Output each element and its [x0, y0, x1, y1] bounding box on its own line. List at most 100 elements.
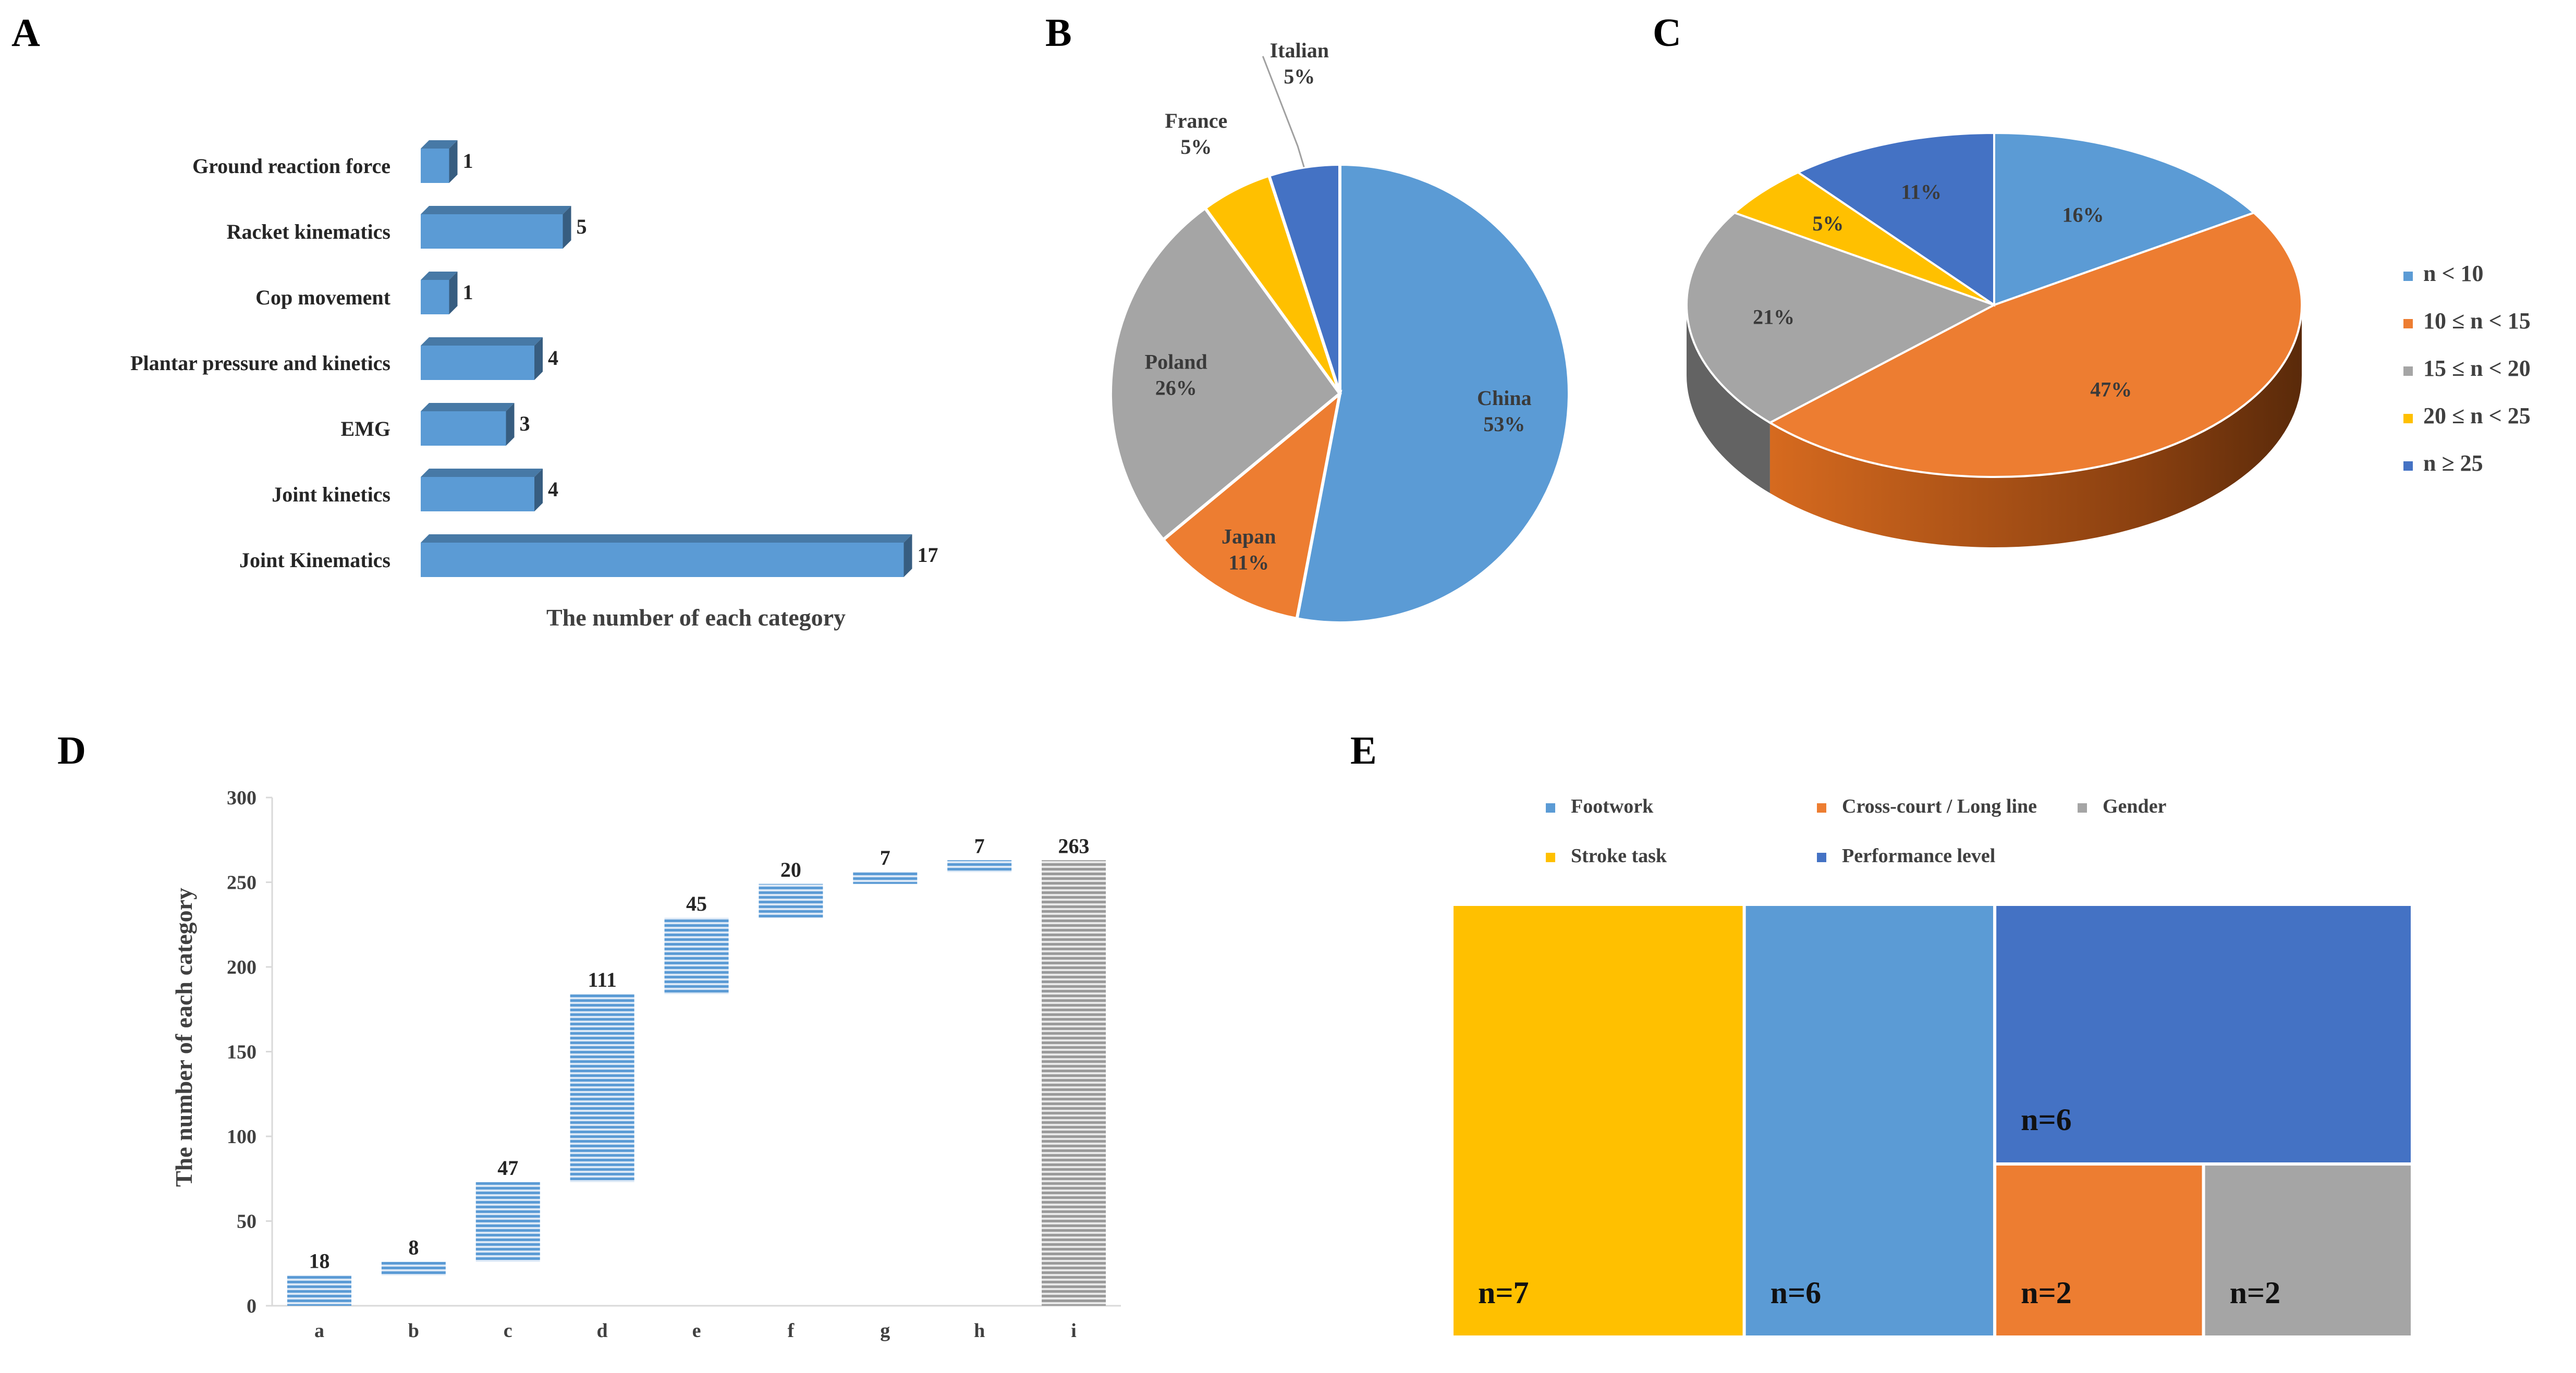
panel-a-bar-top-5 [421, 469, 543, 477]
panel-letter-b: B [1045, 11, 1072, 55]
panel-b-slice-label: Japan [1222, 524, 1276, 548]
panel-d-x-tick-label: e [692, 1320, 701, 1342]
panel-c-legend-swatch [2403, 272, 2413, 281]
panel-e-treemap: n=7 n=6 n=6 n=2 n=2 [1450, 903, 2414, 1339]
panel-a-bar-5 [421, 477, 534, 511]
panel-e-legend-label: Performance level [1842, 845, 1995, 867]
panel-a-category-label: Joint kinetics [272, 483, 390, 506]
panel-a-bar-2 [421, 280, 449, 314]
panel-d-bar-a [287, 1275, 351, 1306]
panel-e-cell-label: n=2 [2021, 1276, 2072, 1310]
panel-d-y-tick-label: 0 [247, 1295, 257, 1317]
panel-c-legend-label: 15 ≤ n < 20 [2423, 355, 2531, 381]
panel-c-legend-label: 20 ≤ n < 25 [2423, 403, 2531, 428]
panel-d-bar-d [570, 994, 634, 1182]
panel-b-slice-label: China [1477, 386, 1532, 410]
panel-e-cell-2 [1993, 903, 2414, 1166]
panel-e-legend-swatch [1546, 803, 1555, 813]
panel-c-3d-pie-chart: 16% 47% 21% 5% 11% [1686, 131, 2303, 547]
panel-e-legend-label: Gender [2103, 795, 2167, 817]
panel-a-bar-top-0 [421, 140, 458, 149]
panel-a-value-label: 3 [520, 412, 530, 435]
panel-d-value-label: 20 [780, 858, 801, 881]
panel-d-value-label: 263 [1058, 834, 1090, 857]
panel-b-slice-label: Poland [1145, 350, 1207, 373]
panel-c-legend-swatch [2403, 366, 2413, 376]
panel-c-legend-label: n < 10 [2423, 261, 2484, 286]
panel-a-bar-side-1 [563, 206, 571, 249]
panel-a-bar-0 [421, 149, 449, 183]
panel-a-category-label: EMG [340, 417, 390, 440]
panel-c-slice-4 [1796, 131, 1995, 307]
panel-d-x-tick-label: d [597, 1320, 608, 1342]
panel-d-value-label: 8 [408, 1236, 419, 1259]
panel-d-x-tick-label: f [788, 1320, 795, 1342]
panel-a-bar-4 [421, 411, 506, 446]
panel-d-y-tick-label: 50 [237, 1211, 257, 1233]
panel-a-category-label: Joint Kinematics [239, 548, 390, 572]
panel-a-bar-side-5 [534, 469, 543, 511]
panel-a-bar-side-6 [904, 534, 912, 577]
panel-b-slice-label: Italian [1270, 39, 1329, 62]
panel-b-leader-line [1262, 56, 1305, 167]
panel-a-category-label: Ground reaction force [192, 154, 390, 178]
panel-c-slice-pct: 47% [2090, 378, 2132, 401]
panel-d-bar-e [664, 917, 729, 994]
panel-e-cell-3 [1993, 1162, 2205, 1339]
panel-b-slice-pct: 11% [1228, 550, 1269, 574]
panel-e-legend-label: Stroke task [1571, 845, 1667, 867]
panel-d-y-tick-label: 100 [227, 1126, 257, 1148]
panel-e-cell-label: n=6 [1771, 1276, 1822, 1310]
panel-e-cell-0 [1450, 903, 1746, 1339]
panel-a-value-label: 4 [548, 477, 558, 501]
panel-c-slice-2 [1686, 211, 1997, 424]
panel-c-legend-label: n ≥ 25 [2423, 450, 2483, 476]
panel-a-bar-side-0 [449, 140, 458, 183]
panel-e-cell-label: n=6 [2021, 1102, 2072, 1137]
panel-d-waterfall-chart: 0 50 100 150 200 250 300 18 a 8 b 47 c 111 d 45 e 20 f 7 g 7 h… [227, 787, 1121, 1342]
panel-d-x-tick-label: b [408, 1320, 419, 1342]
panel-b-slice-pct: 5% [1180, 135, 1212, 158]
panel-d-x-tick-label: i [1071, 1320, 1077, 1342]
panel-c-legend-label: 10 ≤ n < 15 [2423, 308, 2531, 334]
panel-c-slice-3 [1732, 171, 1995, 306]
panel-a-category-label: Plantar pressure and kinetics [130, 351, 390, 375]
panel-e-legend-swatch [1817, 803, 1826, 813]
panel-c-slice-pct: 5% [1812, 212, 1844, 235]
panel-c-slice-side-1 [1769, 305, 2302, 547]
panel-a-value-label: 1 [463, 280, 473, 304]
panel-letter-d: D [57, 729, 86, 773]
panel-a-bar-top-4 [421, 403, 515, 411]
panel-b-slice-japan [1161, 389, 1342, 621]
panel-a-bar-chart: Ground reaction force 1 Racket kinematics 5… [130, 140, 938, 577]
panel-e-legend-swatch [1546, 853, 1555, 862]
panel-d-bar-g [853, 872, 918, 884]
panel-d-value-label: 45 [686, 892, 707, 915]
panel-a-bar-side-2 [449, 272, 458, 314]
panel-c-slice-pct: 16% [2062, 203, 2104, 226]
panel-d-value-label: 47 [497, 1156, 518, 1180]
panel-letter-a: A [11, 11, 40, 55]
panel-c-slice-side-2 [1687, 305, 1770, 493]
panel-letter-e: E [1350, 729, 1377, 773]
panel-e-cell-label: n=2 [2230, 1276, 2281, 1310]
panel-a-bar-6 [421, 543, 904, 577]
panel-a-bar-top-1 [421, 206, 571, 214]
panel-d-y-tick-label: 300 [227, 787, 257, 809]
panel-a-category-label: Cop movement [255, 286, 391, 309]
panel-e-legend: Footwork Cross-court / Long line Gender Str… [1546, 795, 2167, 867]
panel-a-category-label: Racket kinematics [227, 220, 390, 243]
panel-d-value-label: 18 [309, 1249, 329, 1273]
panel-c-legend-swatch [2403, 414, 2413, 423]
panel-c-slice-1 [1767, 211, 2303, 478]
panel-a-bar-1 [421, 214, 563, 249]
panel-e-legend-swatch [1817, 853, 1826, 862]
panel-a-value-label: 17 [918, 543, 938, 567]
panel-a-value-label: 4 [548, 346, 558, 370]
panel-d-value-label: 7 [880, 846, 890, 869]
panel-e-legend-label: Cross-court / Long line [1842, 795, 2037, 817]
panel-c-legend-swatch [2403, 461, 2413, 471]
panel-c-legend-swatch [2403, 319, 2413, 328]
panel-d-bar-f [759, 884, 823, 918]
